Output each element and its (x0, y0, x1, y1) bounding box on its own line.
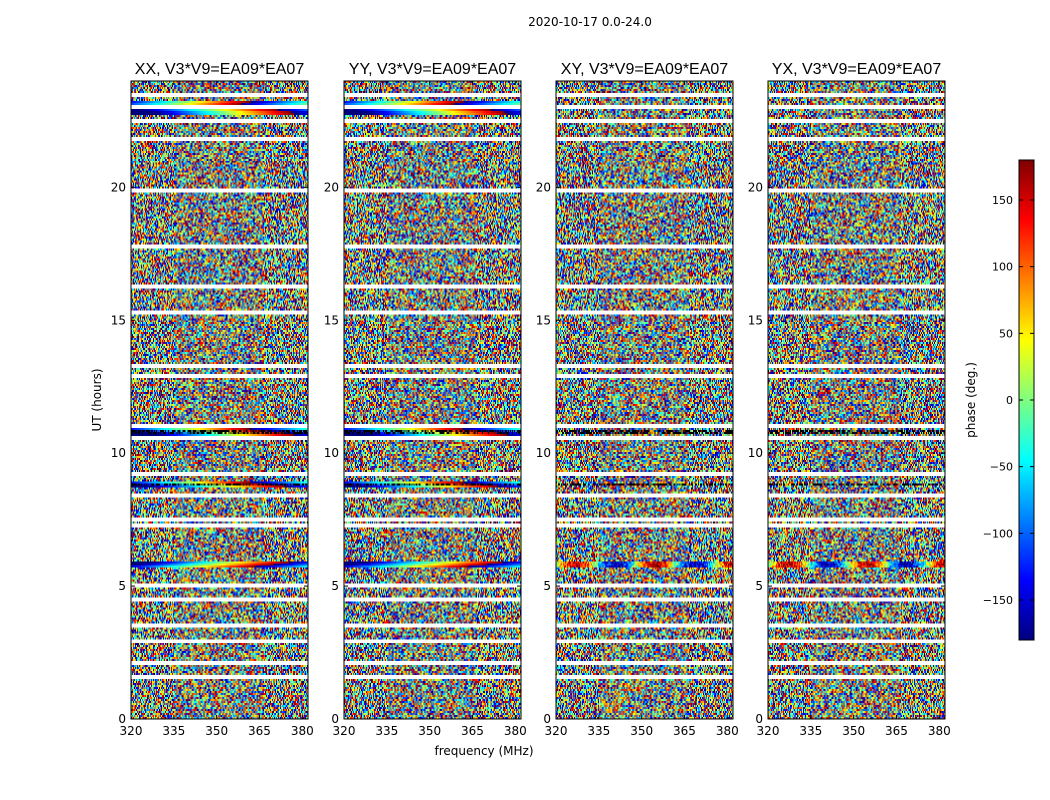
panel-title: XY, V3*V9=EA09*EA07 (561, 61, 728, 78)
y-tick-label: 5 (543, 579, 551, 593)
x-tick-label: 320 (757, 724, 780, 738)
y-tick-label: 0 (755, 712, 763, 726)
y-tick-label: 15 (748, 313, 763, 327)
y-tick-label: 20 (536, 180, 551, 194)
y-tick-label: 0 (543, 712, 551, 726)
panel-frame (130, 80, 309, 720)
x-tick-label: 350 (630, 724, 653, 738)
x-tick-label: 380 (291, 724, 314, 738)
x-tick-label: 365 (248, 724, 271, 738)
heatmap-image-xy (556, 81, 733, 719)
panel-frame (767, 80, 946, 720)
y-tick-label: 5 (118, 579, 126, 593)
panel-title: YY, V3*V9=EA09*EA07 (349, 61, 516, 78)
x-tick-label: 350 (418, 724, 441, 738)
y-tick-label: 15 (111, 313, 126, 327)
x-tick-label: 380 (928, 724, 951, 738)
heatmap-image-yx (768, 81, 945, 719)
x-tick-label: 335 (799, 724, 822, 738)
colorbar-tick-label: 50 (999, 327, 1013, 340)
figure-suptitle: 2020-10-17 0.0-24.0 (528, 15, 652, 29)
x-tick-label: 365 (673, 724, 696, 738)
y-tick-label: 20 (324, 180, 339, 194)
colorbar-tick-label: 0 (1006, 394, 1013, 407)
heatmap-image-xx (131, 81, 308, 719)
heatmap-image-yy (344, 81, 521, 719)
colorbar-tick-label: 100 (992, 261, 1013, 274)
panel-frame (343, 80, 522, 720)
panel-title: XX, V3*V9=EA09*EA07 (135, 61, 305, 78)
y-tick-label: 5 (331, 579, 339, 593)
panel-title: YX, V3*V9=EA09*EA07 (772, 61, 942, 78)
x-tick-label: 380 (716, 724, 739, 738)
y-tick-label: 20 (748, 180, 763, 194)
x-tick-label: 335 (375, 724, 398, 738)
y-tick-label: 15 (536, 313, 551, 327)
y-tick-label: 10 (111, 446, 126, 460)
y-tick-label: 10 (748, 446, 763, 460)
y-tick-label: 0 (331, 712, 339, 726)
x-tick-label: 320 (545, 724, 568, 738)
x-tick-label: 335 (162, 724, 185, 738)
y-tick-label: 10 (324, 446, 339, 460)
x-tick-label: 380 (504, 724, 527, 738)
colorbar-tick-label: −50 (990, 461, 1013, 474)
x-axis-label: frequency (MHz) (434, 744, 533, 758)
y-axis-label: UT (hours) (90, 368, 104, 431)
x-tick-label: 365 (461, 724, 484, 738)
y-tick-label: 10 (536, 446, 551, 460)
y-tick-label: 15 (324, 313, 339, 327)
panel-xy: XY, V3*V9=EA09*EA07 320 335 350 365 380 0 5 10 15… (536, 61, 739, 738)
panel-xx: XX, V3*V9=EA09*EA07 320 335 350 365 380 0 5 10 15… (111, 61, 314, 738)
panel-yx: YX, V3*V9=EA09*EA07 320 335 350 365 380 0 5 10 15… (748, 61, 951, 738)
y-tick-label: 5 (755, 579, 763, 593)
x-tick-label: 350 (205, 724, 228, 738)
y-tick-label: 20 (111, 180, 126, 194)
panels-group: XX, V3*V9=EA09*EA07 320 335 350 365 380 0 5 10 15… (111, 61, 951, 738)
y-tick-label: 0 (118, 712, 126, 726)
colorbar: 150 100 50 0 −50 −100 −150 (983, 159, 1035, 641)
colorbar-tick-label: −150 (983, 594, 1013, 607)
x-tick-label: 335 (587, 724, 610, 738)
x-tick-label: 320 (333, 724, 356, 738)
colorbar-tick-label: 150 (992, 194, 1013, 207)
colorbar-tick-label: −100 (983, 527, 1013, 540)
x-tick-label: 320 (120, 724, 143, 738)
x-tick-label: 365 (885, 724, 908, 738)
colorbar-label: phase (deg.) (964, 362, 978, 438)
panel-frame (555, 80, 734, 720)
x-tick-label: 350 (842, 724, 865, 738)
panel-yy: YY, V3*V9=EA09*EA07 320 335 350 365 380 0 5 10 15… (324, 61, 527, 738)
